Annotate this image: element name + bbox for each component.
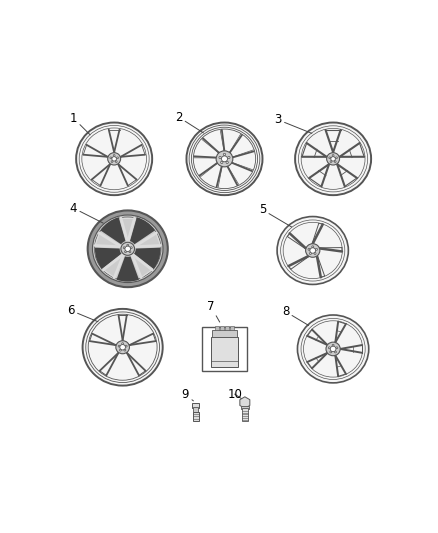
- Ellipse shape: [327, 152, 339, 165]
- Ellipse shape: [219, 156, 221, 159]
- Wedge shape: [117, 256, 139, 281]
- Ellipse shape: [127, 244, 129, 246]
- Ellipse shape: [315, 248, 318, 251]
- Ellipse shape: [336, 347, 338, 349]
- Bar: [230, 326, 234, 330]
- Ellipse shape: [83, 309, 162, 385]
- Ellipse shape: [228, 156, 230, 159]
- Ellipse shape: [122, 343, 124, 344]
- Ellipse shape: [115, 161, 117, 163]
- Text: 2: 2: [175, 110, 204, 133]
- Ellipse shape: [331, 157, 336, 161]
- Text: 5: 5: [259, 203, 292, 227]
- Bar: [215, 326, 219, 330]
- Ellipse shape: [216, 151, 233, 167]
- Text: 3: 3: [275, 114, 312, 133]
- Ellipse shape: [330, 346, 336, 352]
- Ellipse shape: [123, 247, 125, 248]
- Ellipse shape: [113, 155, 115, 156]
- Text: 6: 6: [67, 304, 98, 322]
- Text: 10: 10: [227, 387, 243, 401]
- Ellipse shape: [308, 248, 310, 251]
- Ellipse shape: [312, 246, 314, 248]
- Ellipse shape: [332, 344, 334, 346]
- Text: 1: 1: [70, 111, 90, 135]
- Ellipse shape: [336, 157, 337, 159]
- Ellipse shape: [117, 157, 118, 159]
- Text: 4: 4: [70, 201, 103, 223]
- Ellipse shape: [112, 157, 117, 161]
- Ellipse shape: [187, 123, 262, 195]
- Ellipse shape: [329, 157, 331, 159]
- Ellipse shape: [334, 161, 336, 163]
- Bar: [212, 330, 237, 337]
- Bar: [193, 407, 198, 413]
- Bar: [211, 337, 238, 367]
- Text: 8: 8: [282, 305, 309, 326]
- Ellipse shape: [314, 253, 316, 254]
- Ellipse shape: [306, 244, 320, 257]
- Ellipse shape: [326, 342, 340, 356]
- Ellipse shape: [120, 349, 121, 351]
- Ellipse shape: [124, 251, 127, 253]
- Ellipse shape: [118, 345, 120, 347]
- Ellipse shape: [92, 215, 163, 282]
- Ellipse shape: [330, 351, 332, 353]
- Ellipse shape: [120, 344, 125, 350]
- Bar: [201, 327, 247, 371]
- Ellipse shape: [226, 161, 228, 164]
- Ellipse shape: [121, 243, 134, 255]
- Ellipse shape: [108, 152, 120, 165]
- Bar: [241, 406, 249, 409]
- Text: 7: 7: [207, 300, 220, 322]
- Ellipse shape: [88, 211, 168, 287]
- Ellipse shape: [129, 251, 131, 253]
- Bar: [225, 326, 229, 330]
- Ellipse shape: [277, 216, 348, 285]
- Ellipse shape: [297, 315, 369, 383]
- Bar: [220, 326, 224, 330]
- Bar: [193, 412, 199, 421]
- Ellipse shape: [330, 161, 332, 163]
- Ellipse shape: [309, 253, 311, 254]
- Ellipse shape: [76, 123, 152, 195]
- Ellipse shape: [221, 161, 223, 164]
- Wedge shape: [95, 248, 121, 269]
- Ellipse shape: [116, 341, 130, 354]
- Text: 9: 9: [182, 388, 194, 401]
- Ellipse shape: [310, 248, 316, 253]
- Bar: [192, 403, 199, 408]
- Ellipse shape: [334, 351, 336, 353]
- Ellipse shape: [111, 161, 113, 163]
- Ellipse shape: [125, 345, 127, 347]
- Polygon shape: [240, 397, 250, 408]
- Ellipse shape: [125, 246, 131, 252]
- Wedge shape: [100, 217, 126, 244]
- Ellipse shape: [222, 156, 227, 161]
- Ellipse shape: [131, 247, 132, 248]
- Wedge shape: [134, 248, 161, 269]
- Ellipse shape: [295, 123, 371, 195]
- Wedge shape: [130, 217, 155, 244]
- Ellipse shape: [328, 347, 330, 349]
- Ellipse shape: [332, 155, 334, 156]
- Ellipse shape: [124, 349, 126, 351]
- Ellipse shape: [110, 157, 112, 159]
- Bar: [242, 408, 247, 421]
- Ellipse shape: [223, 154, 226, 156]
